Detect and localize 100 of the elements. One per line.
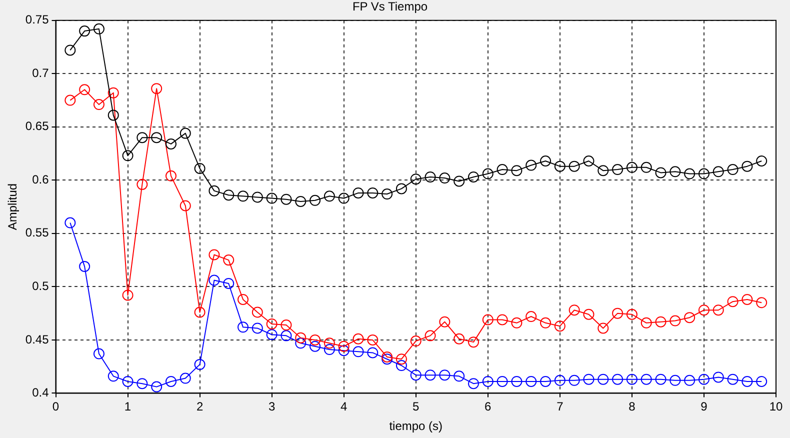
point [396, 354, 407, 365]
point [424, 330, 436, 342]
point [382, 354, 393, 365]
point [238, 190, 249, 202]
point [756, 297, 768, 308]
x-tick-label: 2 [196, 400, 204, 414]
point [482, 168, 494, 180]
x-tick-label: 9 [700, 400, 708, 414]
point [727, 164, 738, 176]
point [338, 192, 350, 204]
point [742, 294, 753, 305]
point [266, 318, 278, 330]
point [712, 372, 724, 383]
point [122, 150, 134, 162]
x-axis-title: tiempo (s) [389, 419, 443, 434]
point [151, 132, 162, 144]
point [742, 376, 753, 387]
point [424, 370, 436, 381]
point [640, 162, 652, 173]
point [583, 156, 594, 166]
point [223, 254, 234, 266]
point [136, 132, 148, 144]
point [280, 320, 292, 331]
point [151, 381, 162, 392]
point [410, 336, 422, 347]
point [468, 378, 479, 390]
point [612, 374, 624, 385]
point [194, 162, 206, 174]
x-tick-label: 6 [484, 400, 492, 414]
point [698, 168, 710, 180]
point [511, 165, 522, 176]
point [165, 376, 176, 387]
point [194, 358, 206, 370]
point [482, 314, 494, 326]
x-tick-label: 3 [268, 400, 276, 414]
chart-title: FP Vs Tiempo [352, 0, 428, 14]
point [208, 274, 220, 286]
point [151, 83, 162, 94]
point [454, 370, 465, 382]
point [554, 160, 566, 172]
point [655, 374, 666, 385]
point [526, 160, 537, 171]
point [526, 376, 537, 387]
point [598, 374, 609, 385]
point [136, 378, 148, 390]
point [324, 338, 335, 349]
point [93, 99, 104, 110]
point [612, 164, 624, 176]
point [238, 322, 249, 333]
point [468, 336, 479, 348]
point [496, 164, 508, 176]
point [698, 304, 710, 316]
point [324, 190, 335, 202]
point [439, 316, 450, 328]
point [310, 340, 321, 352]
point [252, 306, 263, 318]
x-tick-label: 10 [769, 400, 783, 414]
y-axis-title: Amplitud [6, 183, 20, 230]
point [568, 304, 580, 316]
point [64, 94, 76, 106]
x-tick-label: 1 [124, 400, 132, 414]
point [324, 344, 335, 356]
point [194, 306, 206, 318]
y-tick-label: 0.45 [25, 332, 50, 346]
point [180, 372, 191, 384]
point [727, 296, 738, 308]
point [367, 334, 378, 346]
point [223, 190, 234, 201]
point [626, 162, 638, 173]
point [208, 249, 220, 260]
point [540, 376, 552, 387]
point [310, 194, 321, 206]
point [338, 340, 350, 352]
point [108, 370, 119, 382]
point [310, 334, 321, 346]
point [554, 374, 566, 386]
point [367, 187, 378, 198]
point [727, 374, 738, 385]
point [756, 156, 768, 166]
point [295, 332, 306, 344]
point [382, 188, 393, 200]
point [554, 320, 566, 332]
point [626, 374, 638, 385]
point [266, 329, 278, 340]
point [382, 351, 393, 362]
point [410, 174, 422, 185]
point [655, 316, 666, 328]
point [238, 294, 249, 305]
point [136, 178, 148, 190]
point [626, 308, 638, 320]
point [64, 44, 76, 56]
point [165, 170, 176, 182]
point [568, 374, 580, 386]
point [396, 183, 407, 194]
y-tick-label: 0.5 [32, 279, 50, 293]
point [640, 374, 652, 385]
y-tick-label: 0.6 [32, 172, 50, 186]
y-tick-label: 0.7 [32, 66, 50, 80]
x-tick-label: 7 [556, 400, 564, 414]
point [655, 167, 666, 178]
